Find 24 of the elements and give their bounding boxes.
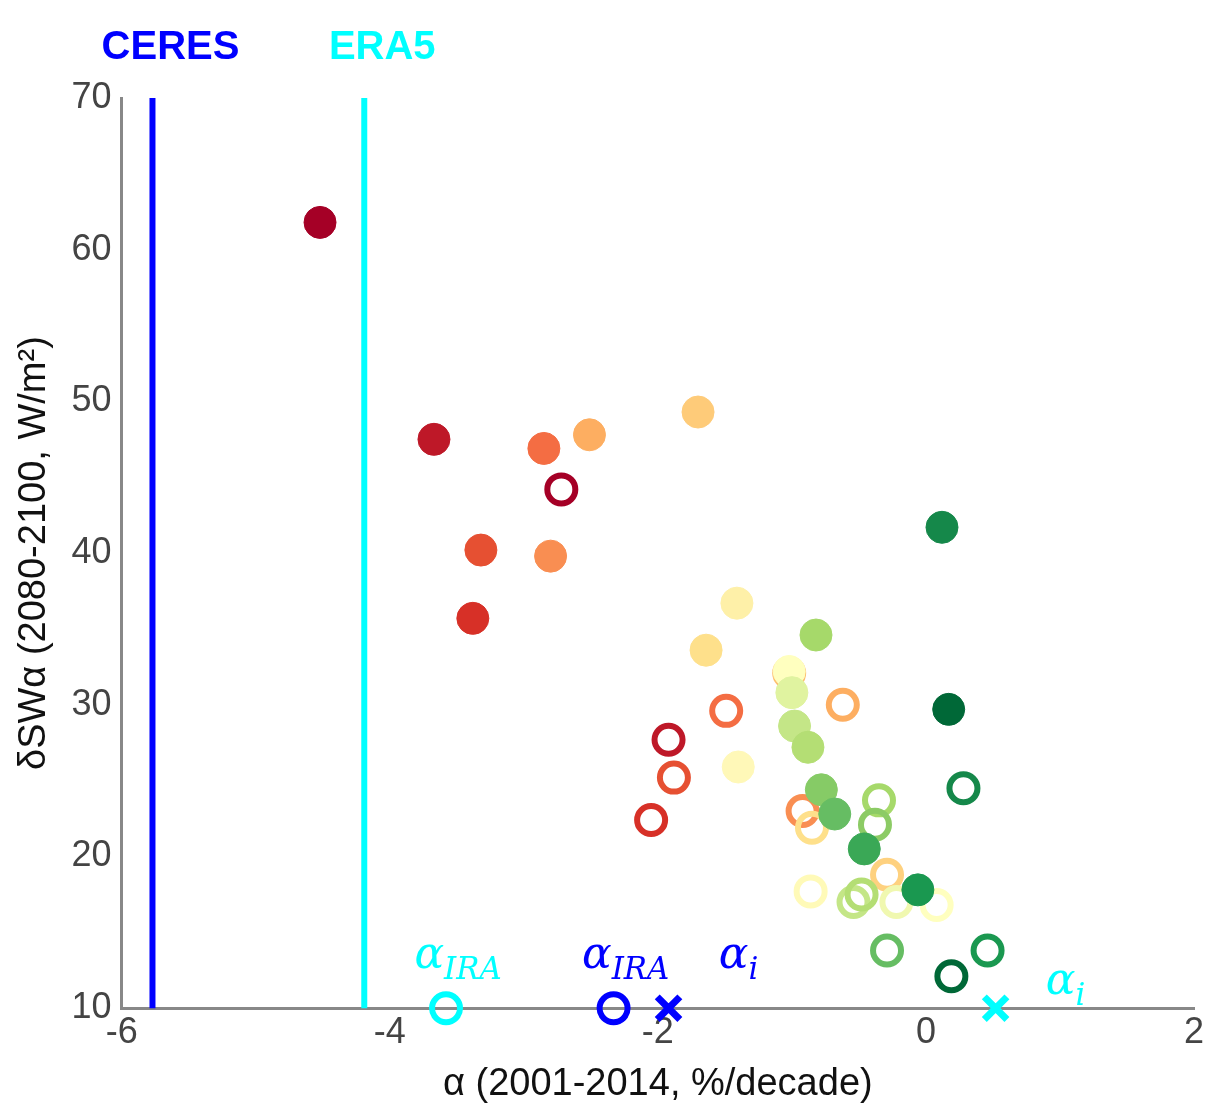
point: [804, 773, 838, 807]
point: [721, 750, 755, 784]
point: [775, 676, 809, 710]
y-tick-label: 40: [71, 530, 112, 572]
point: [847, 832, 881, 866]
point: [596, 991, 631, 1026]
x-tick-label: -2: [641, 1009, 674, 1051]
y-tick-label: 70: [71, 74, 112, 116]
x-axis-title: α (2001-2014, %/decade): [442, 1060, 873, 1103]
point: [980, 993, 1011, 1024]
y-axis-title: δSWα (2080-2100, W/m²): [11, 336, 54, 770]
point: [793, 874, 828, 909]
point: [429, 991, 464, 1026]
y-tick-label: 60: [71, 226, 112, 268]
x-tick-label: 2: [1183, 1009, 1205, 1051]
y-tick-label: 20: [71, 833, 112, 875]
point: [720, 586, 754, 620]
x-tick-label: -4: [373, 1009, 406, 1051]
ref-line-label: ERA5: [328, 23, 436, 68]
y-tick-label: 50: [71, 378, 112, 420]
ref-line-label: CERES: [101, 23, 240, 68]
point: [681, 395, 715, 429]
x-tick-label: 0: [915, 1009, 936, 1051]
y-tick-label: 30: [71, 681, 112, 723]
